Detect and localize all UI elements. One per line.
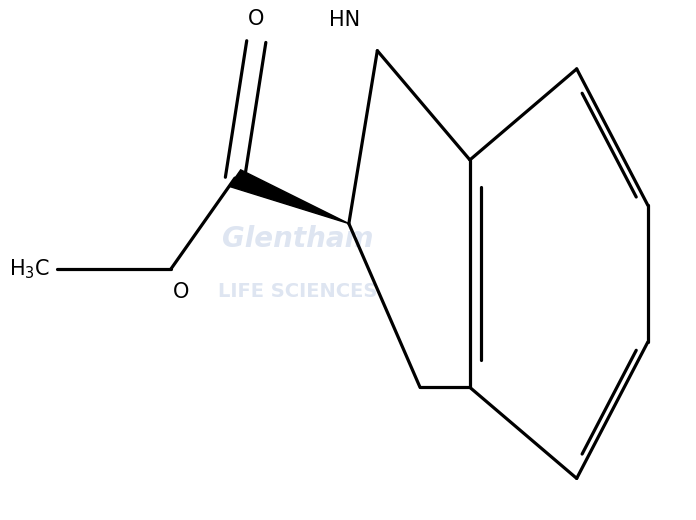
Text: Glentham: Glentham xyxy=(222,225,373,253)
Text: HN: HN xyxy=(329,10,360,30)
Text: O: O xyxy=(248,9,264,29)
Polygon shape xyxy=(229,170,349,224)
Text: LIFE SCIENCES: LIFE SCIENCES xyxy=(218,282,377,301)
Text: H$_3$C: H$_3$C xyxy=(9,257,50,281)
Text: O: O xyxy=(173,282,189,302)
